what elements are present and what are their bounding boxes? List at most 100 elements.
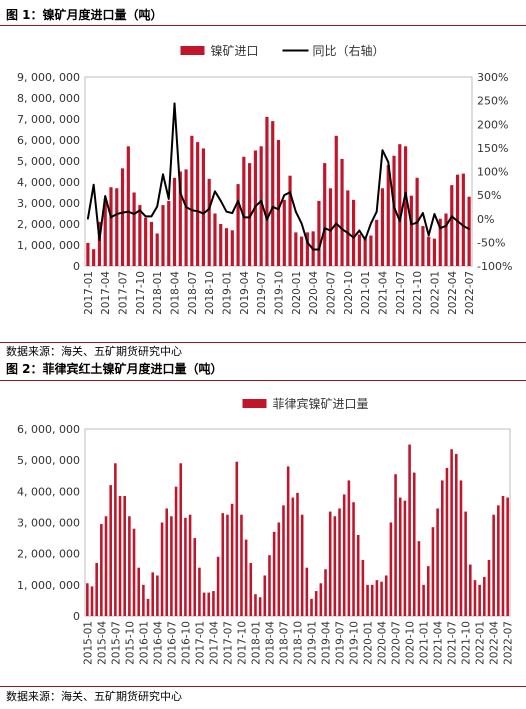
bar [497, 505, 500, 616]
x-tick-label: 2018-10 [204, 271, 216, 315]
bar [342, 494, 346, 616]
x-tick-label: 2021-10 [461, 621, 473, 665]
x-tick-label: 2019-10 [349, 621, 361, 665]
bar [380, 581, 383, 616]
bar [346, 190, 350, 266]
bar [319, 583, 323, 616]
bar [427, 236, 431, 266]
yoy-point [323, 227, 326, 230]
x-tick-label: 2020-10 [405, 621, 417, 665]
yoy-point [358, 229, 361, 232]
y-left-tick-label: 5, 000, 000 [17, 155, 80, 168]
bar [459, 480, 463, 616]
bar [380, 188, 385, 266]
bar [244, 539, 248, 616]
yoy-point [214, 190, 216, 193]
y-left-tick-label: 1, 000, 000 [17, 239, 80, 252]
bar [338, 508, 341, 616]
yoy-point [404, 191, 407, 194]
yoy-point [456, 220, 459, 223]
x-tick-label: 2016-10 [180, 621, 192, 665]
yoy-point [173, 102, 176, 105]
bar [132, 192, 136, 266]
y-left-tick-label: 0 [73, 260, 80, 273]
y-left-tick-label: 6, 000, 000 [17, 134, 80, 147]
bar [207, 178, 211, 266]
x-tick-label: 2016-04 [152, 621, 164, 665]
bar [268, 555, 271, 616]
y-left-tick-label: 6, 000, 000 [17, 423, 80, 436]
yoy-point [335, 222, 338, 225]
yoy-point [393, 206, 395, 208]
bar [366, 584, 369, 616]
x-tick-label: 2015-10 [124, 621, 136, 665]
x-tick-label: 2018-07 [187, 271, 199, 315]
bar [92, 249, 96, 266]
x-tick-label: 2017-07 [222, 621, 234, 665]
yoy-point [231, 212, 234, 214]
bar [473, 580, 477, 616]
yoy-point [156, 205, 159, 208]
bar [126, 146, 130, 266]
bar [219, 224, 223, 266]
bar [258, 597, 262, 616]
bar [334, 135, 338, 266]
bar [389, 522, 393, 616]
yoy-point [277, 208, 280, 211]
bar [254, 594, 257, 616]
x-tick-label: 2022-01 [429, 271, 441, 315]
legend-bar-swatch [180, 46, 205, 55]
y-right-tick-label: 250% [477, 95, 508, 108]
bar [144, 217, 148, 266]
yoy-point [254, 205, 257, 208]
bar [201, 148, 205, 266]
bar [97, 221, 102, 266]
bar [221, 513, 225, 616]
figure-2-source-rule [0, 686, 526, 687]
bar [226, 514, 229, 616]
yoy-point [208, 207, 211, 210]
bar [417, 541, 421, 616]
bar [450, 185, 454, 266]
bar [286, 466, 290, 616]
x-tick-label: 2022-07 [503, 621, 515, 665]
x-tick-label: 2022-04 [447, 271, 459, 315]
x-tick-label: 2022-01 [475, 621, 487, 665]
bar [369, 235, 373, 266]
figure-2-source: 数据来源：海关、五矿期货研究中心 [6, 690, 182, 703]
bar [340, 158, 344, 266]
bar [123, 496, 126, 616]
x-tick-label: 2022-07 [464, 271, 476, 315]
bar [190, 135, 194, 266]
bar [409, 195, 413, 266]
yoy-point [179, 191, 182, 194]
bar [333, 516, 337, 616]
bar [328, 188, 333, 266]
bar [178, 171, 182, 266]
bar [438, 218, 442, 266]
bar [492, 514, 495, 616]
bar [403, 146, 408, 266]
bar [291, 497, 295, 616]
bar [196, 142, 200, 266]
bar [445, 467, 449, 616]
bar [156, 575, 159, 616]
yoy-point [294, 210, 297, 213]
bar [394, 474, 397, 616]
bar [300, 236, 304, 266]
bar [501, 496, 505, 616]
yoy-point [202, 212, 205, 215]
y-right-tick-label: 0% [477, 213, 494, 226]
legend-bar-swatch [242, 399, 267, 408]
bar [249, 563, 253, 616]
x-tick-label: 2019-04 [321, 621, 333, 665]
yoy-point [196, 210, 199, 213]
x-tick-label: 2015-04 [96, 621, 108, 665]
x-tick-label: 2019-01 [307, 621, 319, 665]
x-tick-label: 2017-07 [118, 271, 130, 315]
bar [375, 219, 379, 266]
legend-label: 同比（右轴） [313, 43, 385, 58]
yoy-point [468, 228, 471, 231]
bar [305, 232, 309, 266]
y-left-tick-label: 3, 000, 000 [17, 197, 80, 210]
